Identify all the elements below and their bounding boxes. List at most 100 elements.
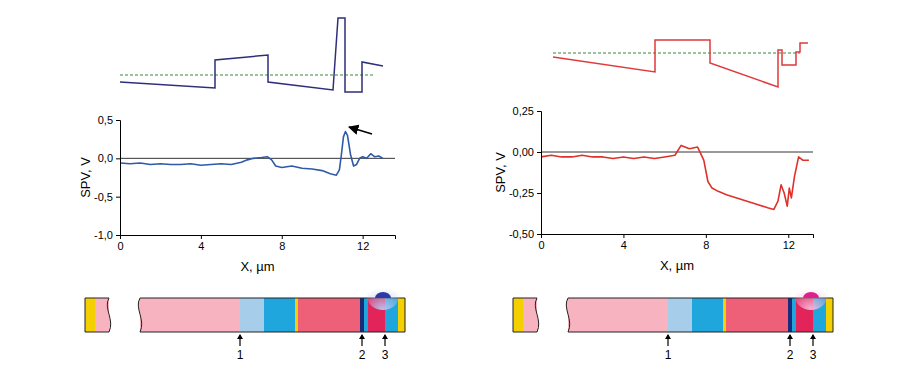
y-tick-label: -1,0: [94, 229, 113, 241]
x-tick-mark: [363, 235, 364, 239]
light-halo: [367, 282, 399, 310]
layer: [788, 298, 792, 332]
band-diagram: [553, 40, 808, 87]
y-tick: -0,25: [509, 187, 541, 199]
x-tick-label: 8: [279, 240, 285, 252]
position-label: 3: [382, 348, 389, 362]
position-arrowhead: [382, 334, 388, 339]
y-axis-title: SPV, V: [493, 152, 508, 193]
x-tick: 8: [703, 234, 709, 251]
position-label: 1: [665, 348, 672, 362]
y-axis-title: SPV, V: [78, 157, 93, 198]
fermi-level: [120, 74, 375, 75]
x-axis-title: X, µm: [660, 258, 694, 273]
y-tick: 0,0: [98, 152, 120, 164]
position-arrowhead: [359, 334, 365, 339]
x-axis-line: [542, 235, 814, 239]
fermi-level: [553, 52, 800, 53]
y-tick-label: 0,0: [98, 152, 113, 164]
layer: [398, 298, 405, 332]
position-label: 3: [810, 348, 817, 362]
x-tick: 12: [357, 235, 369, 252]
y-tick: -1,0: [94, 229, 120, 241]
layer: [364, 298, 368, 332]
layer: [513, 298, 523, 332]
y-tick-mark: [537, 111, 541, 112]
layer: [264, 298, 295, 332]
annotation-arrow: [349, 127, 372, 134]
x-axis: 0 4 8 12: [538, 234, 813, 251]
x-tick-label: 0: [538, 239, 544, 251]
layer: [360, 298, 364, 332]
layer: [726, 298, 788, 332]
figure: 04812-1,0-0,50,00,5X, µmSPV, V12304812-0…: [0, 0, 900, 370]
y-axis-line: [537, 112, 542, 235]
x-tick-label: 4: [621, 239, 627, 251]
y-tick-label: -0,25: [509, 187, 534, 199]
x-axis-title: X, µm: [240, 259, 274, 274]
layer: [723, 298, 726, 332]
x-tick-mark: [706, 234, 707, 238]
break-edge: [107, 298, 110, 332]
y-tick-mark: [116, 158, 120, 159]
x-tick-label: 12: [783, 239, 795, 251]
x-tick-label: 8: [703, 239, 709, 251]
x-tick-mark: [788, 234, 789, 238]
layer: [826, 298, 833, 332]
plot-area: [541, 145, 809, 209]
layer: [85, 298, 95, 332]
x-tick-mark: [282, 235, 283, 239]
break-edge: [566, 298, 569, 332]
device-outline: [513, 298, 833, 332]
layer: [240, 298, 264, 332]
x-tick: 12: [783, 234, 795, 251]
x-tick: 0: [538, 234, 544, 251]
position-label: 2: [787, 348, 794, 362]
y-axis: -0,50 -0,25 0,00 0,25: [509, 105, 542, 240]
layer: [298, 298, 360, 332]
layer: [140, 298, 240, 332]
position-label: 2: [359, 348, 366, 362]
layer: [668, 298, 692, 332]
y-tick-mark: [537, 234, 541, 235]
light-spot: [375, 292, 391, 298]
position-arrowhead: [237, 334, 243, 339]
x-axis-line: [121, 236, 396, 240]
x-tick-mark: [201, 235, 202, 239]
y-tick-mark: [116, 235, 120, 236]
y-tick: 0,5: [98, 114, 120, 126]
spv-line: [120, 132, 383, 176]
y-tick-label: -0,5: [94, 191, 113, 203]
y-tick: 0,00: [513, 146, 541, 158]
layer: [792, 298, 796, 332]
device-schematic: 1 2 3: [513, 282, 833, 362]
panel: 04812-1,0-0,50,00,5X, µmSPV, V123: [78, 18, 405, 362]
layer: [692, 298, 723, 332]
x-tick-label: 4: [198, 240, 204, 252]
position-arrowhead: [810, 334, 816, 339]
y-tick: -0,5: [94, 191, 120, 203]
y-tick: -0,50: [509, 228, 541, 240]
y-tick-label: 0,5: [98, 114, 113, 126]
panel: 04812-0,50-0,250,000,25X, µmSPV, V123: [493, 40, 833, 362]
x-tick: 4: [621, 234, 627, 251]
layer: [568, 298, 668, 332]
position-label: 1: [237, 348, 244, 362]
x-tick: 4: [198, 235, 204, 252]
y-axis: -1,0 -0,5 0,0 0,5: [94, 114, 120, 241]
band-diagram: [120, 18, 383, 92]
break-edge: [138, 298, 141, 332]
y-tick-label: 0,25: [513, 105, 534, 117]
x-tick: 8: [279, 235, 285, 252]
device-schematic: 1 2 3: [85, 282, 405, 362]
spv-line: [541, 145, 809, 209]
x-tick-label: 0: [117, 240, 123, 252]
y-tick-mark: [116, 197, 120, 198]
x-tick-label: 12: [357, 240, 369, 252]
light-halo: [795, 282, 827, 310]
plot-area: [120, 132, 383, 176]
light-spot: [803, 292, 819, 298]
y-tick-mark: [116, 120, 120, 121]
x-tick-mark: [623, 234, 624, 238]
y-tick-mark: [537, 193, 541, 194]
